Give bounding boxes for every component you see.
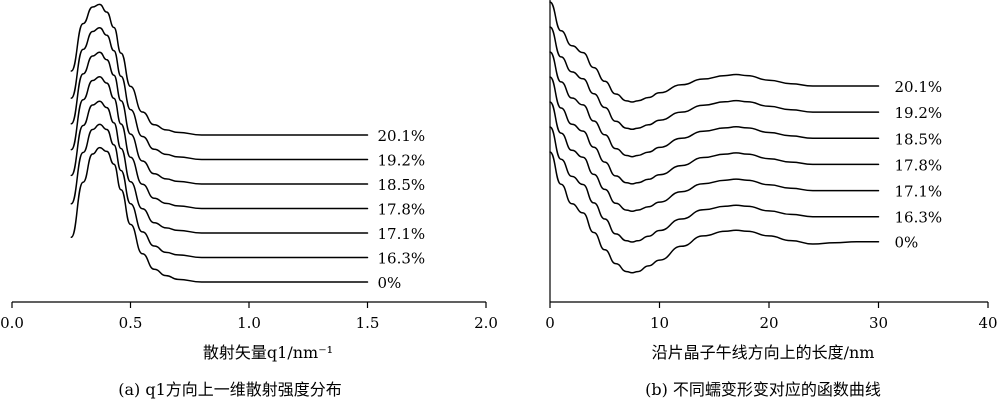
x-tick-label: 0 (545, 314, 555, 332)
series-line-17.1% (70, 100, 369, 234)
x-tick-label: 1.0 (237, 314, 261, 332)
series-line-16.3% (70, 123, 369, 259)
series-line-17.1% (549, 101, 880, 213)
panel-a-series-labels: 0% 16.3% 17.1% 17.8% 18.5% 19.2% 20.1% (378, 127, 426, 292)
series-label-20.1%: 20.1% (378, 127, 426, 145)
series-label-18.5%: 18.5% (895, 130, 943, 148)
series-line-0% (70, 146, 369, 283)
series-line-19.2% (70, 26, 369, 161)
panel-b-caption: (b) 不同蠕变形变对应的函数曲线 (645, 380, 881, 399)
panel-b-series-labels: 0% 16.3% 17.1% 17.8% 18.5% 19.2% 20.1% (895, 78, 943, 252)
x-tick-label: 20 (759, 314, 778, 332)
series-line-19.2% (549, 26, 880, 131)
panel-b-x-axis-label: 沿片晶子午线方向上的长度/nm (652, 343, 875, 362)
series-label-19.2%: 19.2% (378, 152, 426, 170)
series-label-17.1%: 17.1% (895, 183, 943, 201)
series-label-20.1%: 20.1% (895, 78, 943, 96)
panel-b-ticks: 0 10 20 30 40 (545, 302, 998, 332)
series-label-16.3%: 16.3% (895, 209, 943, 227)
series-line-16.3% (549, 126, 880, 243)
panel-a-ticks: 0.0 0.5 1.0 1.5 2.0 (0, 302, 498, 332)
x-tick-label: 10 (650, 314, 669, 332)
series-line-0% (549, 151, 880, 274)
series-line-20.1% (549, 1, 880, 103)
panel-a-x-axis-label: 散射矢量q1/nm⁻¹ (203, 343, 333, 362)
x-tick-label: 1.5 (356, 314, 380, 332)
panel-a-caption: (a) q1方向上一维散射强度分布 (118, 380, 342, 399)
series-label-19.2%: 19.2% (895, 104, 943, 122)
series-label-0%: 0% (895, 234, 919, 252)
x-tick-label: 0.0 (0, 314, 24, 332)
x-tick-label: 40 (978, 314, 997, 332)
series-label-17.8%: 17.8% (895, 156, 943, 174)
series-line-17.8% (549, 76, 880, 185)
series-line-17.8% (70, 75, 369, 210)
series-line-20.1% (70, 3, 369, 136)
panel-b-chart: 0 10 20 30 40 0% 16.3% 17.1% 17.8% 18.5% 19.2% 20.… (545, 0, 998, 399)
series-label-18.5%: 18.5% (378, 176, 426, 194)
x-tick-label: 0.5 (119, 314, 143, 332)
series-label-17.8%: 17.8% (378, 201, 426, 219)
x-tick-label: 30 (869, 314, 888, 332)
series-line-18.5% (549, 51, 880, 158)
series-label-0%: 0% (378, 274, 402, 292)
series-label-16.3%: 16.3% (378, 250, 426, 268)
series-label-17.1%: 17.1% (378, 225, 426, 243)
x-tick-label: 2.0 (474, 314, 498, 332)
panel-b-curves (549, 1, 880, 274)
panel-a-curves (70, 3, 369, 283)
series-line-18.5% (70, 51, 369, 185)
panel-a-chart: 0.0 0.5 1.0 1.5 2.0 0% 16.3% 17.1% 17.8% 18.5% 19… (0, 3, 498, 399)
